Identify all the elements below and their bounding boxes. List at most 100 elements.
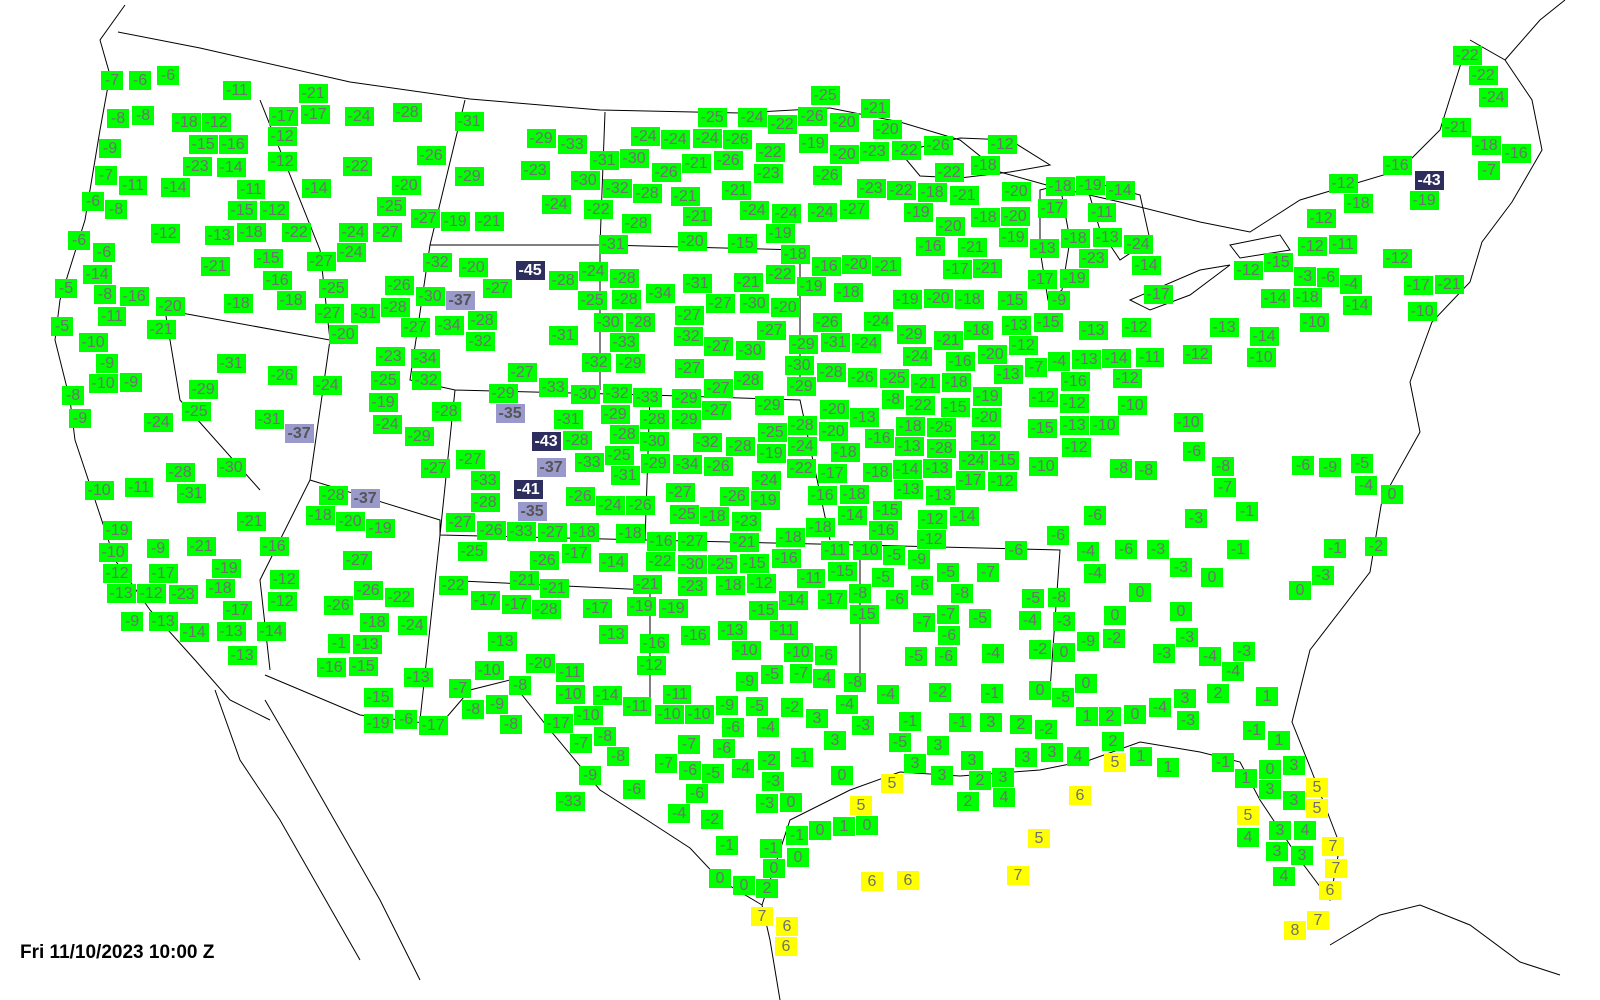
station-temp-label: -13 [403,667,433,687]
station-temp-label: -12 [1328,173,1358,193]
station-temp-label: -31 [350,303,380,323]
station-temp-label: 0 [1259,759,1281,779]
station-temp-label: -3 [762,771,784,791]
station-temp-label: -18 [615,523,645,543]
station-temp-label: -25 [370,370,400,390]
station-temp-label: -31 [598,234,628,254]
station-temp-label: -2 [758,750,780,770]
station-temp-label: -14 [592,685,622,705]
station-temp-label: -23 [731,511,761,531]
station-temp-label: -12 [1233,260,1263,280]
station-temp-label: -3 [1053,611,1075,631]
station-temp-label: -4 [1048,351,1070,371]
station-temp-label: -20 [1001,181,1031,201]
station-temp-label: -31 [553,409,583,429]
station-temp-label: -34 [434,315,464,335]
station-temp-label: -15 [348,656,378,676]
station-temp-label: -21 [146,319,176,339]
station-temp-label: -13 [993,364,1023,384]
station-temp-label: -27 [410,208,440,228]
station-temp-label: -8 [882,389,904,409]
station-temp-label: -25 [376,196,406,216]
station-temp-label: -28 [625,312,655,332]
station-temp-label: -24 [344,106,374,126]
station-temp-label: -11 [770,620,798,640]
station-temp-label: -8 [107,108,129,128]
station-temp-label: -7 [655,753,677,773]
station-temp-label: -28 [787,415,817,435]
station-temp-label: -21 [632,574,662,594]
station-temp-label: -12 [1382,248,1412,268]
station-temp-label: -24 [737,107,767,127]
station-temp-label: -11 [237,179,265,199]
station-temp-label: 3 [961,750,983,770]
station-temp-label: -19 [365,518,395,538]
station-temp-label: -11 [556,662,584,682]
station-temp-label: -6 [886,589,908,609]
station-temp-label: -30 [735,340,765,360]
station-temp-label: -28 [611,289,641,309]
mexico-west-coast [264,699,421,981]
station-temp-label: -29 [896,324,926,344]
station-temp-label: -18 [699,506,729,526]
station-temp-label: 3 [1291,845,1313,865]
station-temp-label: 2 [957,791,979,811]
station-temp-label: -7 [913,612,935,632]
station-temp-label: 3 [1041,742,1063,762]
station-temp-label: 1 [1268,730,1290,750]
station-temp-label: -26 [812,165,842,185]
station-temp-label: -6 [1005,540,1027,560]
station-temp-label: -19 [626,596,656,616]
station-temp-label: -17 [543,713,573,733]
station-temp-label: -23 [677,576,707,596]
station-temp-label: -8 [500,714,522,734]
station-temp-label: -33 [632,387,662,407]
station-temp-label: -21 [957,237,987,257]
station-temp-label: -18 [963,320,993,340]
station-temp-label: -30 [639,431,669,451]
station-temp-label: -2 [929,682,951,702]
station-temp-label: -5 [905,646,927,666]
station-temp-label: -24 [863,311,893,331]
station-temp-label: -5 [1022,588,1044,608]
station-temp-label: -33 [555,791,585,811]
station-temp-label: -18 [569,522,599,542]
station-temp-label: -27 [507,362,537,382]
station-temp-label: -45 [515,260,545,280]
station-temp-label: -20 [829,112,859,132]
station-temp-label: -19 [363,713,393,733]
station-temp-label: -21 [729,532,759,552]
station-temp-label: -6 [815,645,837,665]
station-temp-label: -20 [977,344,1007,364]
station-temp-label: -26 [722,129,752,149]
station-temp-label: 5 [881,773,903,793]
station-temp-label: 8 [1284,920,1306,940]
station-temp-label: -19 [796,276,826,296]
station-temp-label: -22 [384,587,414,607]
station-temp-label: -10 [78,332,108,352]
station-temp-label: -21 [298,83,328,103]
station-temp-label: 6 [861,871,883,891]
station-temp-label: -11 [797,568,825,588]
station-temp-label: 0 [763,858,785,878]
station-temp-label: -27 [342,550,372,570]
station-temp-label: -9 [121,611,143,631]
station-temp-label: -24 [1123,234,1153,254]
station-temp-label: 1 [1130,746,1152,766]
station-temp-label: -18 [862,462,892,482]
station-temp-label: -13 [1092,227,1122,247]
station-temp-label: -21 [539,578,569,598]
station-temp-label: -31 [548,325,578,345]
station-temp-label: -30 [415,286,445,306]
station-temp-label: -20 [818,421,848,441]
station-temp-label: -15 [253,248,283,268]
station-temp-label: 0 [1381,484,1403,504]
station-temp-label: -20 [923,288,953,308]
station-temp-label: -19 [892,289,922,309]
station-temp-label: -8 [607,746,629,766]
station-temp-label: -17 [148,563,178,583]
station-temp-label: -10 [654,704,684,724]
station-temp-label: -3 [1170,557,1192,577]
station-temp-label: 3 [927,735,949,755]
station-temp-label: -20 [841,254,871,274]
